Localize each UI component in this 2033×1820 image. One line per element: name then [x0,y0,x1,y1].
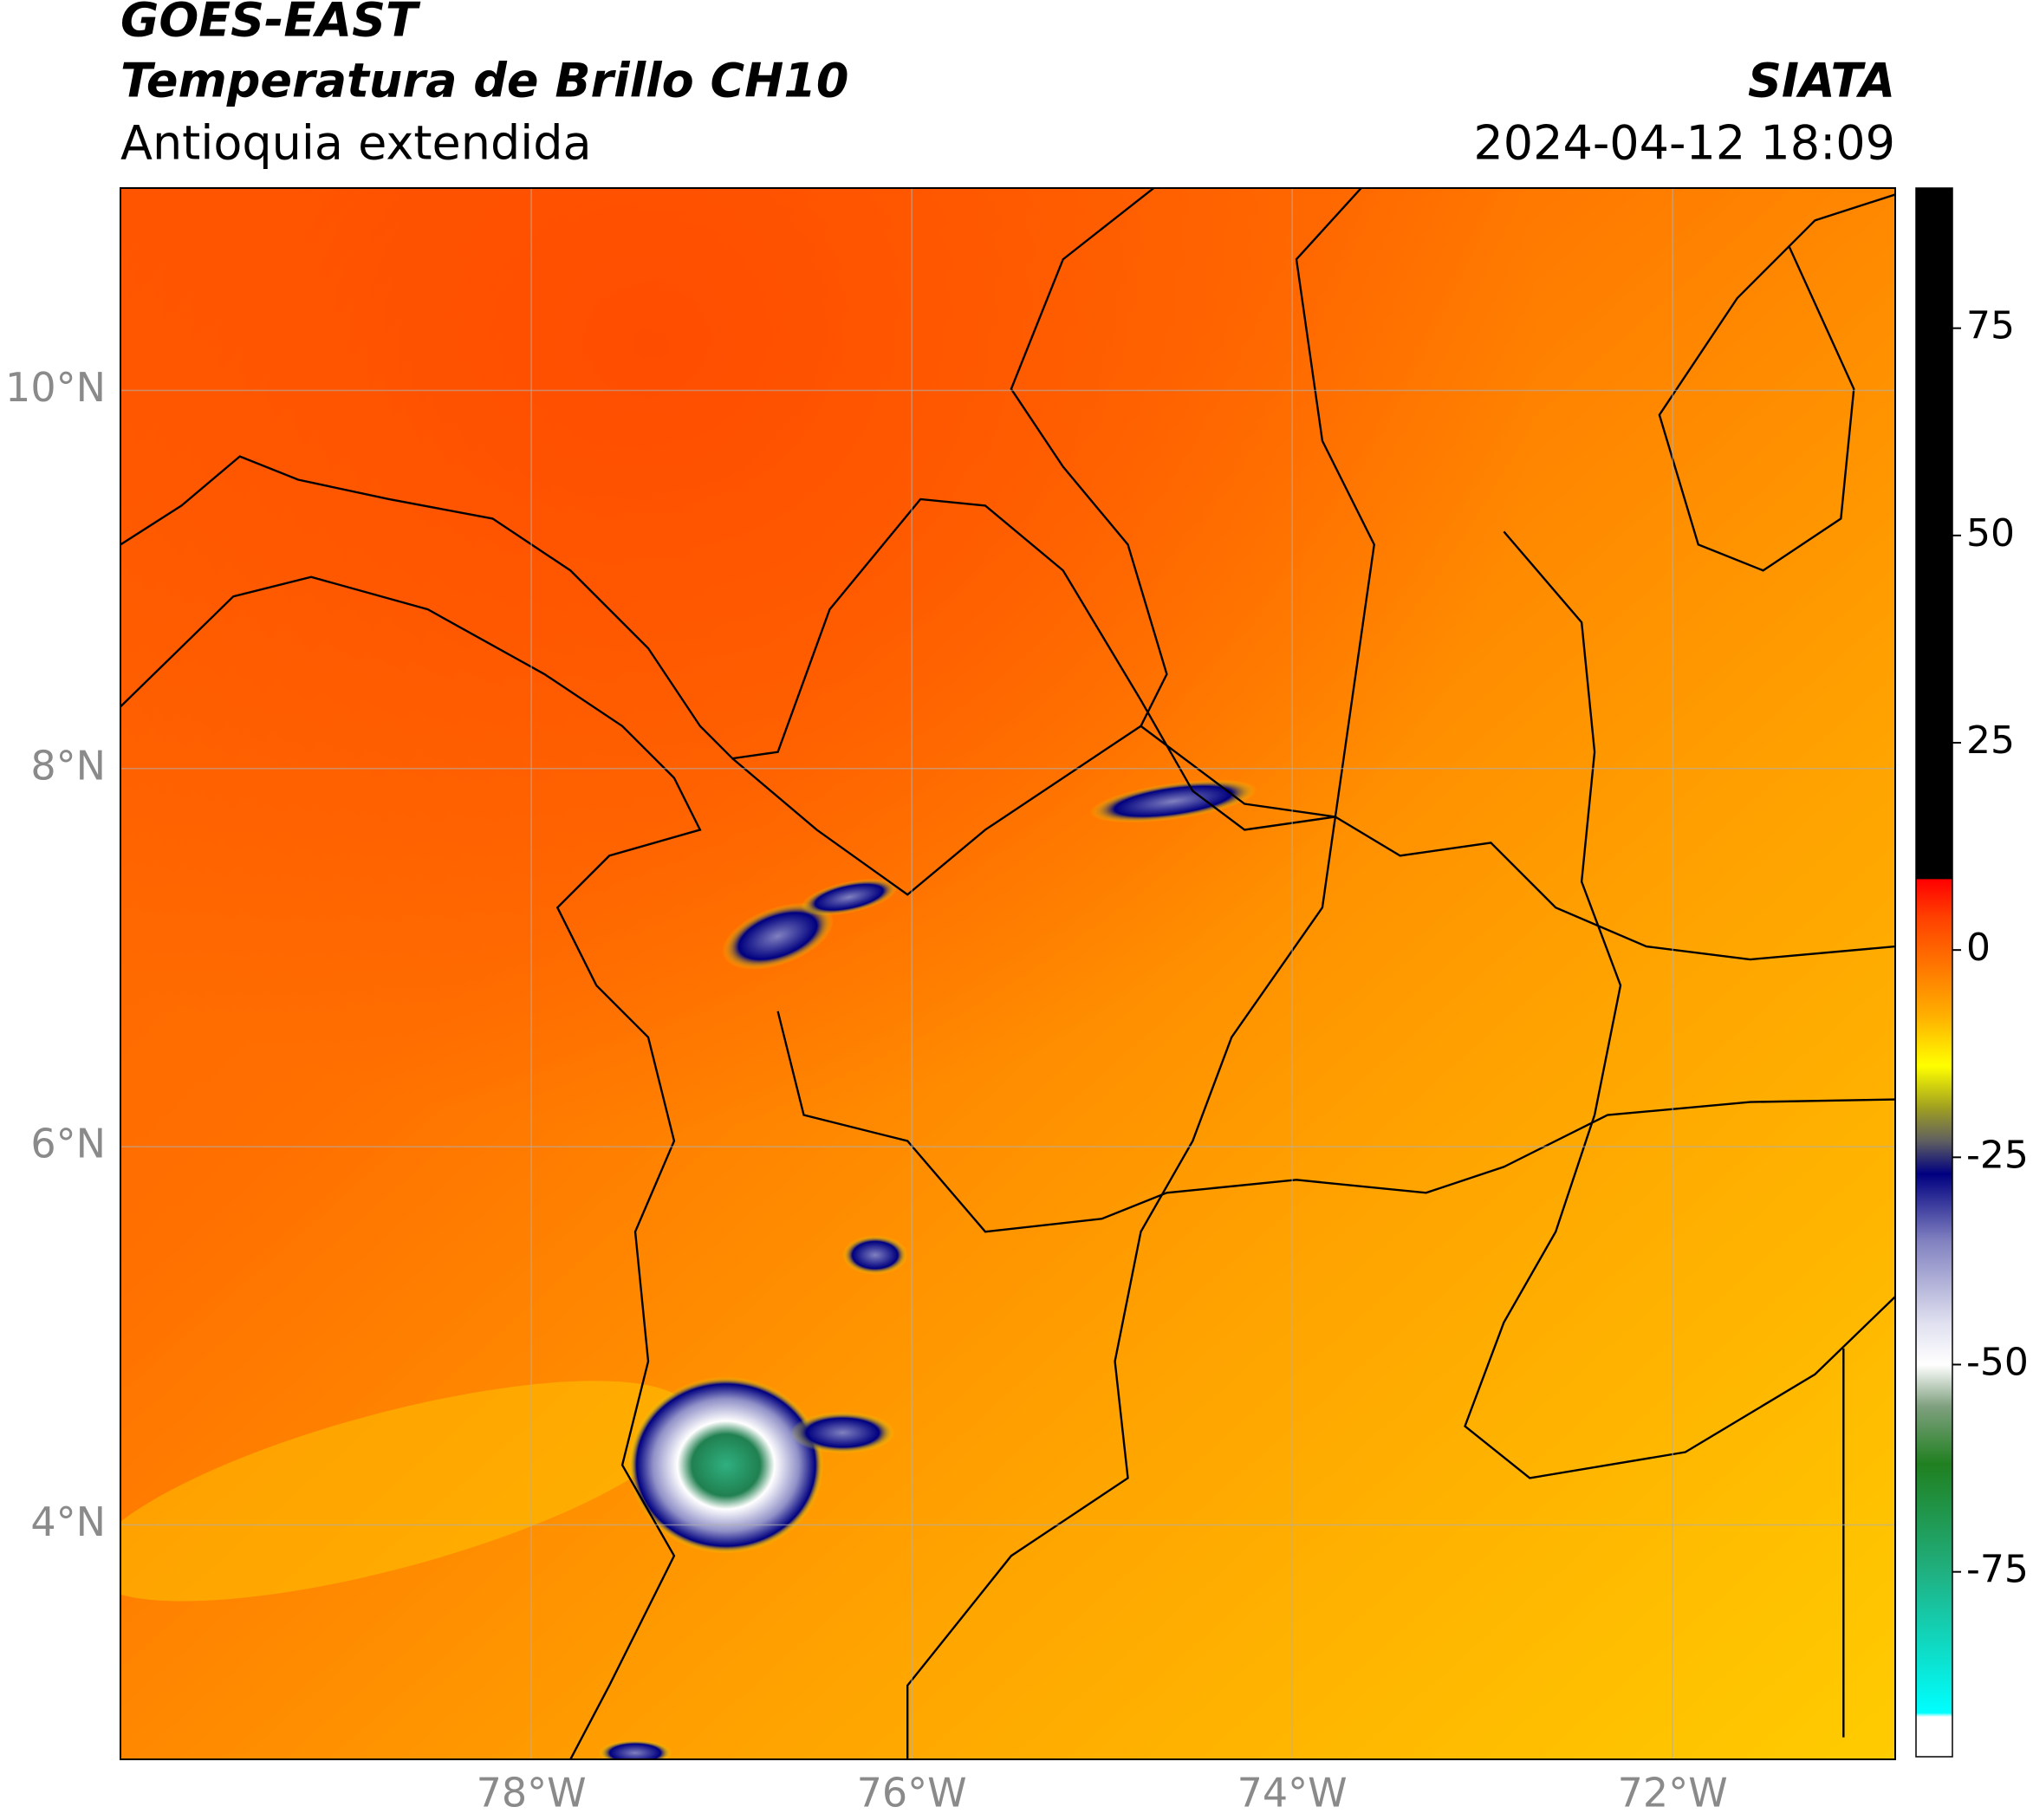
colorbar-tick-label: 75 [1966,304,2015,348]
region: Antioquia extendida [120,116,592,171]
y-tick-label: 8°N [30,742,106,789]
colorbar-tick-label: 50 [1966,511,2015,556]
x-tick-label: 72°W [1618,1770,1728,1817]
x-tick-label: 78°W [477,1770,587,1817]
x-tick-label: 76°W [857,1770,967,1817]
subtitle: Temperatura de Brillo CH10 [120,54,849,108]
title: GOES-EAST [120,0,421,48]
source: SIATA [1748,54,1895,108]
colorbar-tick-label: -25 [1966,1133,2029,1177]
y-tick-label: 10°N [5,364,106,411]
map-frame [120,187,1896,1760]
timestamp: 2024-04-12 18:09 [1473,116,1895,171]
map-image [120,188,1895,1759]
y-tick-label: 4°N [30,1498,106,1545]
colorbar [1915,187,1953,1758]
colorbar-tick-label: 25 [1966,718,2015,763]
colorbar-tick-label: 0 [1966,926,1991,970]
colorbar-tick-label: -50 [1966,1341,2029,1385]
colorbar-tick-label: -75 [1966,1548,2029,1592]
y-tick-label: 6°N [30,1121,106,1167]
x-tick-label: 74°W [1237,1770,1348,1817]
grid [120,188,1895,1759]
